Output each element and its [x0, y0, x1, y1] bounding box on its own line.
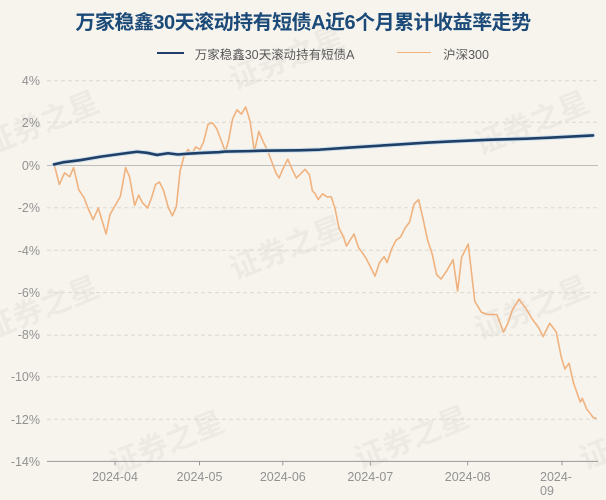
svg-text:证券之星: 证券之星: [470, 86, 594, 162]
svg-text:证券之星: 证券之星: [225, 211, 349, 287]
svg-text:证券之星: 证券之星: [225, 21, 349, 97]
svg-text:证券之星: 证券之星: [350, 401, 474, 477]
svg-text:证券之星: 证券之星: [575, 401, 606, 477]
